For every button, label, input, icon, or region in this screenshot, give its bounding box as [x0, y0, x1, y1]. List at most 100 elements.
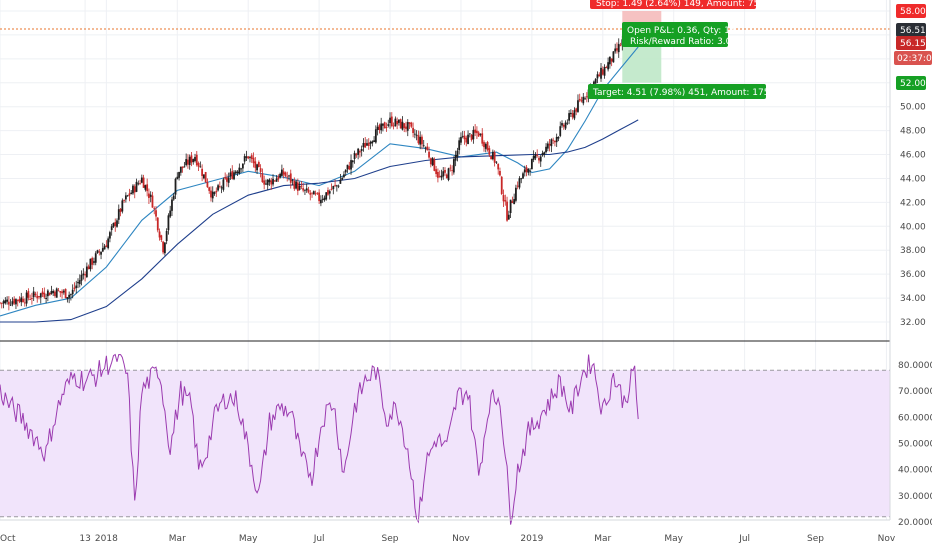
candle-body [100, 251, 102, 255]
rsi-axis[interactable]: 20.0000 30.0000 40.0000 50.0000 60.0000 70.00… [898, 361, 932, 528]
stop-price-tag-text: 58.00 [900, 7, 926, 17]
candle-body [85, 266, 88, 278]
candle-body [256, 164, 258, 171]
candle-body [16, 299, 19, 301]
candle-body [614, 48, 617, 52]
candle-body [383, 122, 386, 129]
candle-body [428, 151, 430, 158]
candle-body [405, 126, 407, 129]
candle-body [263, 180, 266, 185]
stop-label[interactable]: Stop: 1.49 (2.64%) 149, Amount: 751.17 [590, 0, 779, 9]
candle-body [218, 186, 221, 188]
candle-body [280, 169, 283, 176]
candle-body [376, 126, 379, 130]
candle-body [165, 231, 168, 242]
candle-body [438, 176, 441, 178]
candle-body [314, 193, 317, 195]
candle-body [234, 171, 237, 174]
candle-body [348, 166, 351, 170]
time-tick-label: 2019 [520, 534, 543, 544]
stop-label-text: Stop: 1.49 (2.64%) 149, Amount: 751.17 [596, 0, 779, 9]
price-tick-label: 46.00 [900, 151, 926, 161]
candle-body [337, 185, 340, 187]
candle-body [169, 210, 172, 217]
candle-body [452, 159, 455, 173]
candle-body [335, 185, 338, 187]
time-tick-label: Nov [878, 534, 896, 544]
price-tick-label: 32.00 [900, 318, 926, 328]
time-tick-label: Mar [169, 534, 186, 544]
time-tick-label: 13 [79, 534, 90, 544]
candle-body [66, 297, 69, 299]
candle-body [167, 215, 170, 231]
candle-body [412, 127, 414, 133]
candle-body [353, 152, 356, 160]
candle-body [151, 195, 154, 208]
candle-body [398, 119, 400, 123]
candle-body [206, 182, 209, 188]
candle-body [300, 185, 303, 187]
candle-body [470, 134, 473, 141]
candle-body [124, 195, 127, 200]
candle-body [213, 192, 216, 194]
candle-body [346, 164, 349, 170]
target-price-tag: 52.00 [896, 76, 926, 90]
candle-body [114, 221, 117, 227]
candle-body [426, 146, 429, 151]
candle-body [2, 301, 5, 304]
candle-body [566, 122, 569, 124]
candle-body [270, 180, 273, 185]
candle-body [226, 177, 228, 182]
candle-body [91, 257, 94, 265]
candle-body [192, 159, 195, 163]
candle-body [481, 133, 484, 144]
candle-body [467, 134, 469, 145]
candle-body [201, 168, 204, 176]
candle-body [504, 200, 507, 202]
candle-body [190, 155, 193, 163]
candle-body [254, 161, 257, 168]
candle-body [373, 140, 375, 142]
open-pl-label[interactable]: Open P&L: 0.36, Qty: 167 Risk/Reward Rat… [622, 22, 741, 47]
candle-body [619, 45, 622, 47]
rsi-tick-label: 50.0000 [898, 440, 932, 450]
candle-body [374, 129, 377, 143]
time-axis[interactable]: Oct 13 2018 Mar May Jul Sep Nov 2019 Mar May Jul Sep… [0, 534, 896, 544]
candle-body [307, 189, 310, 193]
countdown-tag: 02:37:07 [894, 51, 932, 65]
candle-body [54, 291, 56, 296]
time-tick-label: Sep [807, 534, 824, 544]
candle-body [472, 129, 475, 140]
candle-body [484, 143, 487, 149]
price-tick-label: 34.00 [900, 294, 926, 304]
time-tick-label: Mar [594, 534, 611, 544]
candle-body [601, 69, 604, 75]
candle-body [208, 187, 211, 191]
candle-body [13, 298, 16, 304]
last-price-tag: 56.51 [896, 23, 926, 37]
rsi-band [0, 369, 890, 518]
candle-body [415, 134, 418, 136]
candle-body [468, 133, 471, 135]
candle-body [128, 193, 131, 196]
candle-body [554, 141, 556, 143]
candle-body [241, 163, 244, 169]
candle-body [543, 152, 546, 155]
candle-body [550, 139, 553, 147]
candle-body [273, 180, 276, 182]
candle-body [288, 175, 290, 177]
candle-body [465, 137, 468, 143]
candle-body [408, 122, 411, 124]
candle-body [261, 173, 264, 183]
target-label[interactable]: Target: 4.51 (7.98%) 451, Amount: 1753.1… [588, 84, 790, 99]
candle-body [139, 183, 141, 185]
candle-body [298, 185, 301, 190]
candle-body [507, 214, 510, 220]
candle-body [328, 191, 331, 194]
candle-body [390, 116, 393, 127]
price-tick-label: 40.00 [900, 222, 926, 232]
price-tick-label: 36.00 [900, 270, 926, 280]
candle-body [156, 217, 159, 231]
candle-body [64, 288, 67, 298]
candle-body [491, 151, 494, 160]
